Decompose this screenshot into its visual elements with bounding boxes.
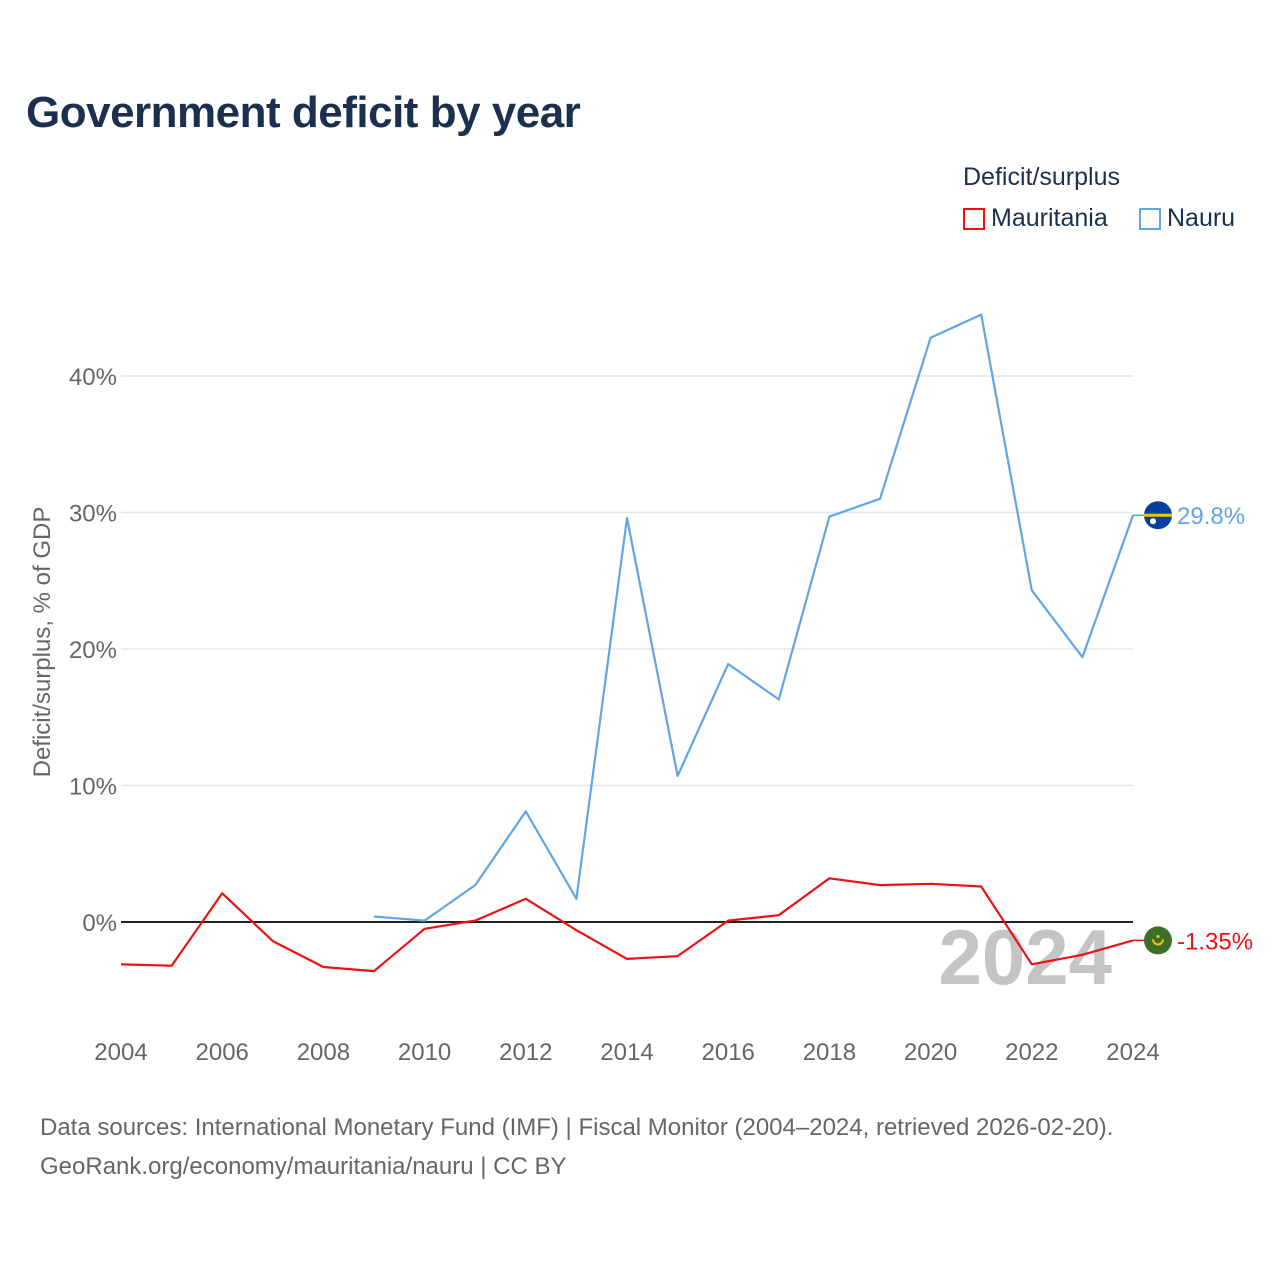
y-tick-label: 40% <box>69 364 117 391</box>
legend-label-mauritania: Mauritania <box>991 204 1108 232</box>
x-tick-label: 2018 <box>803 1039 856 1066</box>
x-tick-label: 2022 <box>1005 1039 1058 1066</box>
y-tick-label: 20% <box>69 637 117 664</box>
x-tick-label: 2016 <box>702 1039 755 1066</box>
legend-swatch-mauritania <box>963 207 985 230</box>
x-tick-label: 2006 <box>196 1039 249 1066</box>
legend-label-nauru: Nauru <box>1167 204 1236 232</box>
footer-link[interactable]: GeoRank.org/economy/mauritania/nauru | C… <box>40 1153 567 1180</box>
x-tick-label: 2024 <box>1106 1039 1159 1066</box>
end-label-nauru: 29.8% <box>1177 503 1245 530</box>
legend-swatch-nauru <box>1139 207 1161 230</box>
chart-area: 2024 0% 10% 20% 30% 40% 2004 2006 2008 2010 2012… <box>29 313 1253 1066</box>
footer: Data sources: International Monetary Fun… <box>40 1108 1113 1186</box>
legend-item-mauritania[interactable]: Mauritania <box>963 204 1108 233</box>
nauru-flag-icon <box>1144 501 1172 530</box>
y-tick-label: 30% <box>69 501 117 528</box>
y-tick-label: 0% <box>82 910 117 937</box>
year-watermark: 2024 <box>938 913 1112 1001</box>
x-tick-label: 2004 <box>94 1039 147 1066</box>
mauritania-flag-icon <box>1144 926 1172 955</box>
y-axis-label: Deficit/surplus, % of GDP <box>29 507 56 778</box>
legend-item-nauru[interactable]: Nauru <box>1139 204 1235 233</box>
x-tick-label: 2010 <box>398 1039 451 1066</box>
legend-title: Deficit/surplus <box>963 163 1120 191</box>
x-tick-label: 2014 <box>600 1039 653 1066</box>
x-tick-label: 2020 <box>904 1039 957 1066</box>
series-line-nauru[interactable] <box>373 313 1135 922</box>
footer-sources: Data sources: International Monetary Fun… <box>40 1114 1114 1141</box>
series-line-mauritania[interactable] <box>120 877 1134 973</box>
x-tick-label: 2012 <box>499 1039 552 1066</box>
end-label-mauritania: -1.35% <box>1177 928 1253 955</box>
chart-title: Government deficit by year <box>26 88 581 137</box>
y-tick-label: 10% <box>69 774 117 801</box>
x-tick-label: 2008 <box>297 1039 350 1066</box>
